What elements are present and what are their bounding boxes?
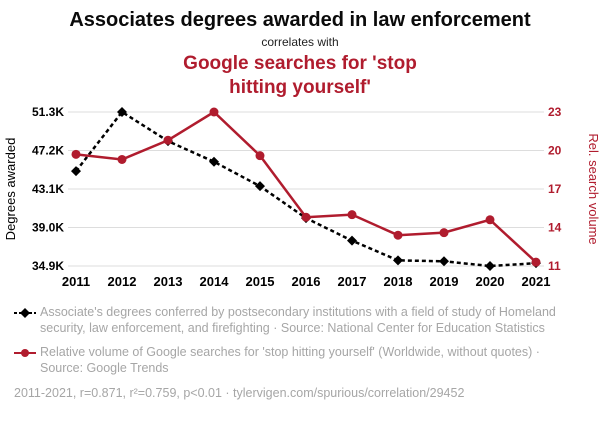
svg-text:34.9K: 34.9K [32,259,64,273]
svg-text:47.2K: 47.2K [32,143,64,157]
page-title: Associates degrees awarded in law enforc… [69,9,531,31]
svg-text:2015: 2015 [246,274,275,289]
legend-item-searches: Relative volume of Google searches for '… [14,344,586,377]
svg-text:43.1K: 43.1K [32,182,64,196]
svg-text:2021: 2021 [522,274,551,289]
svg-text:2017: 2017 [338,274,367,289]
chart-header: Associates degrees awarded in law enforc… [0,0,600,100]
solid-line-circle-icon [14,344,40,363]
svg-text:14: 14 [548,220,562,234]
legend-item-degrees: Associate's degrees conferred by postsec… [14,304,586,337]
svg-text:17: 17 [548,182,562,196]
svg-text:Degrees awarded: Degrees awarded [3,137,18,240]
svg-text:23: 23 [548,105,562,119]
legend-degrees-text: Associate's degrees conferred by postsec… [40,304,556,335]
stats-citation-line: 2011-2021, r=0.871, r²=0.759, p<0.01 · t… [14,385,465,400]
chart-canvas: 34.9K 39.0K 43.1K 47.2K 51.3K 11 14 17 20 23 2011 2… [3,105,600,289]
chart-area: 34.9K 39.0K 43.1K 47.2K 51.3K 11 14 17 20 23 2011 2… [0,102,600,294]
correlates-with-label: correlates with [261,35,339,49]
legend-searches-text: Relative volume of Google searches for '… [40,345,540,376]
svg-text:2013: 2013 [154,274,183,289]
dashed-line-diamond-icon [14,304,40,323]
svg-text:2016: 2016 [292,274,321,289]
svg-text:2012: 2012 [108,274,137,289]
svg-text:2018: 2018 [384,274,413,289]
svg-text:Rel. search volume: Rel. search volume [586,133,600,244]
svg-text:39.0K: 39.0K [32,220,64,234]
svg-text:2020: 2020 [476,274,505,289]
svg-text:20: 20 [548,143,562,157]
svg-text:2019: 2019 [430,274,459,289]
svg-text:51.3K: 51.3K [32,105,64,119]
svg-text:2011: 2011 [62,274,90,289]
chart-footer: Associate's degrees conferred by postsec… [0,294,600,401]
svg-text:2014: 2014 [200,274,230,289]
chart-subtitle: Google searches for 'stop hitting yourse… [183,53,417,98]
svg-text:11: 11 [548,259,561,273]
